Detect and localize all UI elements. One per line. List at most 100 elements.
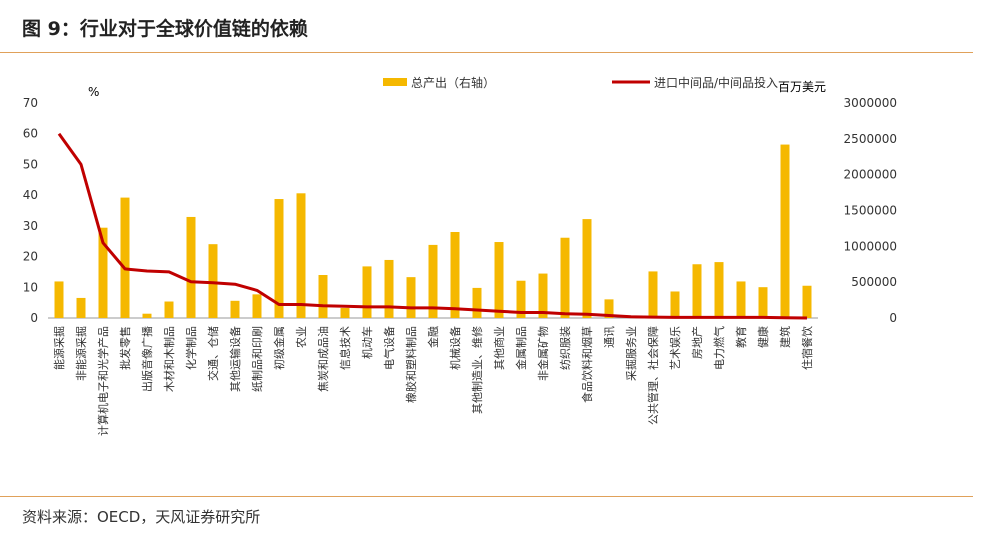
- bar: [98, 227, 108, 318]
- category-label: 其他制造业、维修: [470, 326, 484, 414]
- category-label: 信息技术: [338, 326, 352, 370]
- bar: [582, 219, 592, 318]
- category-label: 出版音像广播: [140, 326, 154, 392]
- category-label: 焦炭和成品油: [316, 326, 330, 392]
- import-ratio-line: [57, 132, 808, 320]
- left-axis-tick-label: 10: [23, 280, 38, 294]
- bar: [384, 259, 394, 318]
- bar: [538, 273, 548, 318]
- bar: [208, 244, 218, 318]
- bar: [252, 294, 262, 318]
- right-axis-tick-label: 500000: [851, 275, 897, 289]
- bar: [758, 287, 768, 318]
- bar: [604, 299, 614, 318]
- bar: [186, 216, 196, 318]
- legend-bar-label: 总产出（右轴）: [411, 75, 495, 90]
- category-label: 食品饮料和烟草: [580, 326, 594, 403]
- left-axis-tick-label: 50: [23, 157, 38, 171]
- category-label: 艺术娱乐: [668, 326, 682, 370]
- right-axis-tick-label: 0: [889, 311, 897, 325]
- category-label: 其他商业: [492, 326, 506, 370]
- category-label: 化学制品: [184, 326, 198, 370]
- bar: [780, 144, 790, 318]
- legend: 总产出（右轴） 进口中间品/中间品投入: [383, 75, 778, 90]
- right-axis-tick-label: 1000000: [844, 239, 897, 253]
- category-label: 采掘服务业: [624, 326, 638, 381]
- bar: [54, 281, 64, 318]
- category-label: 金融: [426, 326, 440, 348]
- bar: [142, 313, 152, 318]
- category-label: 教育: [734, 326, 748, 348]
- bar: [670, 291, 680, 318]
- right-axis-tick-label: 3000000: [844, 96, 897, 110]
- left-axis-tick-label: 40: [23, 188, 38, 202]
- left-axis-tick-label: 70: [23, 96, 38, 110]
- category-label: 批发零售: [118, 326, 132, 370]
- bar: [318, 275, 328, 318]
- bar: [692, 264, 702, 318]
- left-axis-unit: %: [88, 85, 99, 99]
- top-divider: [0, 52, 973, 53]
- bottom-divider: [0, 496, 973, 497]
- category-label: 金属制品: [514, 326, 528, 370]
- bar: [406, 277, 416, 318]
- category-labels: 能源采掘 非能源采掘 计算机电子和光学产品 批发零售 出版音像广播 木材和木制品 化学制品交…: [52, 326, 814, 436]
- bar: [296, 193, 306, 318]
- category-label: 电力燃气: [712, 326, 726, 370]
- category-label: 橡胶和塑料制品: [404, 326, 418, 403]
- bar: [736, 281, 746, 318]
- chart-canvas: 0 10 20 30 40 50 60 70 0 500000 1000000 1500000 200…: [23, 75, 897, 436]
- category-label: 非金属矿物: [536, 326, 550, 381]
- bar: [340, 307, 350, 318]
- left-axis-tick-label: 0: [30, 311, 38, 325]
- bar: [274, 199, 284, 318]
- category-label: 房地产: [690, 326, 704, 359]
- category-label: 健康: [756, 326, 770, 348]
- category-label: 其他运输设备: [228, 326, 242, 392]
- legend-bar-swatch: [383, 78, 407, 86]
- category-label: 纸制品和印刷: [251, 326, 264, 392]
- category-label: 纺织服装: [558, 326, 572, 370]
- bar: [494, 242, 504, 318]
- category-label: 公共管理、社会保障: [646, 326, 660, 425]
- left-axis-tick-label: 60: [23, 127, 38, 141]
- right-axis-tick-label: 2000000: [844, 168, 897, 182]
- category-label: 住宿餐饮: [800, 326, 814, 370]
- right-axis-unit: 百万美元: [778, 80, 826, 94]
- left-axis-tick-label: 20: [23, 250, 38, 264]
- right-axis: 0 500000 1000000 1500000 2000000 2500000 30000…: [844, 96, 897, 325]
- bar: [362, 266, 372, 318]
- category-label: 计算机电子和光学产品: [96, 326, 110, 436]
- category-label: 机动车: [360, 326, 374, 359]
- left-axis-tick-label: 30: [23, 219, 38, 233]
- right-axis-tick-label: 2500000: [844, 132, 897, 146]
- bar: [76, 297, 86, 318]
- bar: [648, 271, 658, 318]
- bar: [560, 237, 570, 318]
- bar: [450, 232, 460, 318]
- category-label: 能源采掘: [52, 326, 66, 370]
- source-note: 资料来源：OECD，天风证券研究所: [22, 508, 261, 526]
- right-axis-tick-label: 1500000: [844, 204, 897, 218]
- bar: [516, 280, 526, 318]
- bar: [428, 244, 438, 318]
- category-label: 交通、仓储: [206, 326, 220, 381]
- bar: [230, 300, 240, 318]
- figure-title: 图 9：行业对于全球价值链的依赖: [22, 18, 308, 40]
- bar: [802, 285, 812, 318]
- bar: [120, 197, 130, 318]
- legend-line-label: 进口中间品/中间品投入: [654, 75, 778, 90]
- category-label: 通讯: [603, 326, 616, 348]
- line-series: [57, 132, 808, 320]
- category-label: 农业: [294, 326, 308, 348]
- bar-series: [54, 144, 812, 318]
- category-label: 木材和木制品: [162, 326, 176, 392]
- category-label: 初级金属: [272, 326, 286, 370]
- bar: [472, 287, 482, 318]
- bar: [164, 301, 174, 318]
- category-label: 建筑: [778, 326, 792, 348]
- category-label: 电气设备: [382, 326, 396, 370]
- category-label: 机械设备: [448, 326, 462, 370]
- bar: [714, 262, 724, 318]
- category-label: 非能源采掘: [74, 326, 88, 381]
